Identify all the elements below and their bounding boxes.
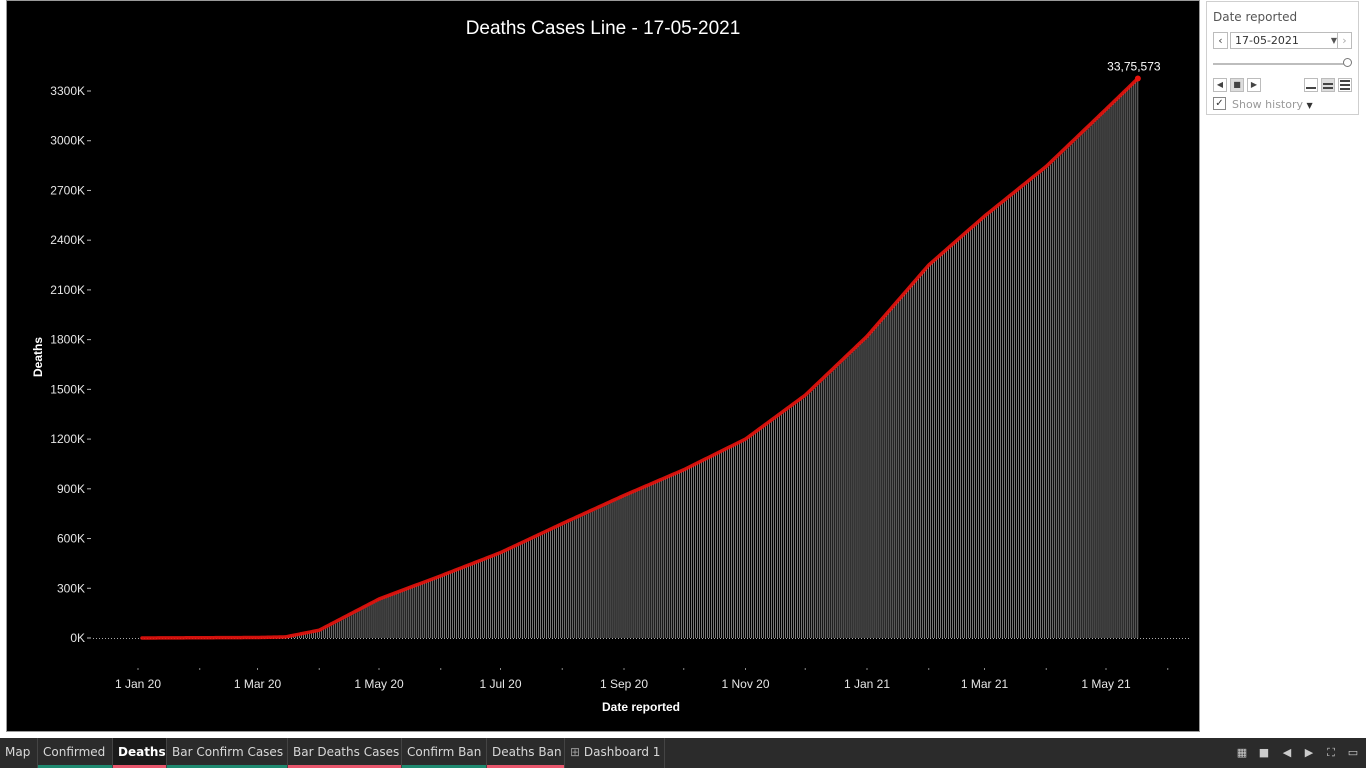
tab-dashboard-1[interactable]: ⊞ Dashboard 1	[565, 738, 665, 768]
x-tick-label: 1 Jan 21	[844, 677, 890, 691]
tab-color-bar	[167, 765, 287, 768]
y-tick-label: 2100K	[50, 283, 85, 297]
date-slider-handle[interactable]	[1343, 58, 1352, 67]
tab-color-bar	[288, 765, 401, 768]
sheet-tab-bar: Map Confirmed Deaths Bar Confirm Cases B…	[0, 738, 1366, 768]
y-tick-label: 3300K	[50, 84, 85, 98]
tab-bar-deaths-cases[interactable]: Bar Deaths Cases	[288, 738, 402, 768]
y-tick-label: 1800K	[50, 333, 85, 347]
chart-frame: Deaths Cases Line - 17-05-2021 Deaths Date…	[6, 0, 1200, 732]
tab-deaths[interactable]: Deaths	[113, 738, 167, 768]
x-tick-label: 1 Mar 21	[961, 677, 1009, 691]
tab-label: Deaths Ban	[492, 745, 562, 759]
tab-label: Dashboard 1	[583, 745, 661, 759]
tab-label: Bar Confirm Cases	[172, 745, 284, 759]
tabs-view-icon[interactable]: ■	[1258, 746, 1270, 759]
x-tick-label: 1 Sep 20	[600, 677, 648, 691]
x-tick-label: 1 Mar 20	[234, 677, 282, 691]
tab-deaths-ban[interactable]: Deaths Ban	[487, 738, 565, 768]
y-tick-label: 3000K	[50, 134, 85, 148]
tab-color-bar	[402, 765, 486, 768]
date-select[interactable]: 17-05-2021 ▼	[1230, 32, 1342, 49]
tab-label: Confirm Ban	[407, 745, 482, 759]
tab-confirm-ban[interactable]: Confirm Ban	[402, 738, 487, 768]
dropdown-arrow-icon: ▼	[1306, 101, 1313, 110]
x-tick-label: 1 Jul 20	[479, 677, 521, 691]
filter-title: Date reported	[1213, 10, 1298, 24]
tab-bar-confirm-cases[interactable]: Bar Confirm Cases	[167, 738, 288, 768]
speed-medium-glyph	[1323, 83, 1333, 89]
play-back-button[interactable]: ◀	[1213, 78, 1227, 92]
speed-fast-glyph	[1340, 80, 1350, 90]
next-sheet-icon[interactable]: ▶	[1304, 746, 1314, 759]
speed-slow-icon[interactable]	[1304, 78, 1318, 92]
end-point-marker	[1134, 75, 1141, 82]
x-tick-label: 1 May 20	[354, 677, 404, 691]
y-tick-label: 1200K	[50, 432, 85, 446]
x-tick-label: 1 Jan 20	[115, 677, 161, 691]
date-slider-track[interactable]	[1213, 63, 1344, 65]
stop-button[interactable]: ■	[1230, 78, 1244, 92]
chevron-down-icon: ▼	[1330, 36, 1337, 45]
prev-sheet-icon[interactable]: ◀	[1282, 746, 1292, 759]
fullscreen-icon[interactable]: ⛶	[1327, 746, 1335, 759]
speed-slow-glyph	[1306, 87, 1316, 89]
y-tick-label: 300K	[57, 581, 85, 595]
tab-label: Map	[5, 745, 31, 759]
prev-date-button[interactable]: ‹	[1213, 32, 1228, 49]
next-date-button[interactable]: ›	[1337, 32, 1352, 49]
x-tick-label: 1 May 21	[1081, 677, 1131, 691]
deaths-series-line	[140, 76, 1140, 640]
date-select-value: 17-05-2021	[1235, 34, 1299, 47]
tab-color-bar	[38, 765, 112, 768]
end-value-label: 33,75,573	[1107, 59, 1161, 73]
speed-medium-icon[interactable]	[1321, 78, 1335, 92]
chart-title: Deaths Cases Line - 17-05-2021	[466, 18, 741, 39]
y-tick-label: 1500K	[50, 382, 85, 396]
tab-label: Confirmed	[43, 745, 106, 759]
x-axis-label: Date reported	[602, 700, 680, 714]
tab-color-bar	[113, 765, 166, 768]
tab-label: Bar Deaths Cases	[293, 745, 400, 759]
date-filter-panel: Date reported ‹ 17-05-2021 ▼ › ◀ ■ ▶ ✓ Sh…	[1206, 1, 1359, 115]
filmstrip-icon[interactable]: ▦	[1236, 746, 1248, 759]
x-tick-label: 1 Nov 20	[721, 677, 769, 691]
y-axis-label: Deaths	[31, 337, 45, 377]
dashboard-icon: ⊞	[570, 745, 581, 759]
deaths-line-chart[interactable]: Deaths Cases Line - 17-05-2021 Deaths Date…	[7, 1, 1199, 731]
show-history-label[interactable]: Show history ▼	[1232, 98, 1313, 111]
y-tick-label: 900K	[57, 482, 85, 496]
tab-map[interactable]: Map	[0, 738, 38, 768]
show-history-text: Show history	[1232, 98, 1304, 111]
show-history-checkbox[interactable]: ✓	[1213, 97, 1226, 110]
y-tick-label: 2400K	[50, 233, 85, 247]
tab-color-bar	[487, 765, 564, 768]
tab-label: Deaths	[118, 745, 166, 759]
y-tick-label: 2700K	[50, 183, 85, 197]
tab-confirmed[interactable]: Confirmed	[38, 738, 113, 768]
play-forward-button[interactable]: ▶	[1247, 78, 1261, 92]
presentation-icon[interactable]: ▭	[1347, 746, 1359, 759]
speed-fast-icon[interactable]	[1338, 78, 1352, 92]
y-tick-label: 0K	[70, 631, 85, 645]
y-tick-label: 600K	[57, 532, 85, 546]
